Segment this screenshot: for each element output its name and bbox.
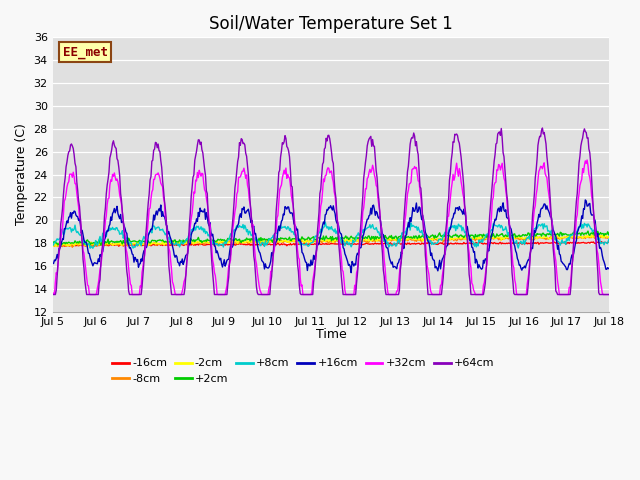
+8cm [223,239,231,244]
-2cm [245,240,253,246]
+2cm [245,236,253,242]
+32cm [583,157,591,163]
+64cm [318,173,326,179]
+32cm [222,288,230,293]
-8cm [223,239,231,245]
+32cm [272,229,280,235]
+2cm [273,237,281,242]
+16cm [244,206,252,212]
+32cm [605,292,613,298]
-8cm [49,241,56,247]
Y-axis label: Temperature (C): Temperature (C) [15,123,28,226]
-2cm [605,233,613,239]
+16cm [49,261,56,266]
-16cm [598,239,605,244]
X-axis label: Time: Time [316,328,346,341]
+2cm [584,228,592,234]
+64cm [605,292,613,298]
Line: +32cm: +32cm [52,160,609,295]
-2cm [49,242,56,248]
-2cm [52,244,60,250]
-16cm [115,243,123,249]
+2cm [575,230,583,236]
+2cm [605,229,613,235]
+64cm [78,239,86,245]
+8cm [273,231,281,237]
+16cm [348,270,355,276]
-16cm [245,240,253,246]
-8cm [575,234,583,240]
+16cm [78,228,86,233]
-2cm [79,241,87,247]
-8cm [245,240,253,245]
-16cm [575,240,583,246]
-8cm [273,238,281,243]
+2cm [49,240,56,246]
Text: EE_met: EE_met [63,46,108,59]
+8cm [405,217,413,223]
+16cm [272,239,280,244]
+32cm [244,186,252,192]
-2cm [588,232,595,238]
+16cm [575,224,583,230]
+64cm [575,160,583,166]
-2cm [319,238,326,243]
Line: -8cm: -8cm [52,235,609,247]
Line: +64cm: +64cm [52,128,609,295]
-8cm [319,239,326,245]
-2cm [273,238,281,244]
+64cm [49,292,56,298]
Line: -2cm: -2cm [52,235,609,247]
-2cm [223,240,231,246]
+32cm [78,237,86,243]
+32cm [574,197,582,203]
-8cm [79,242,87,248]
-8cm [605,235,613,240]
+8cm [245,228,253,234]
Line: -16cm: -16cm [52,241,609,246]
+8cm [576,224,584,229]
+2cm [78,239,86,245]
+2cm [319,237,326,242]
-16cm [605,239,613,245]
Line: +8cm: +8cm [52,220,609,248]
-2cm [575,234,583,240]
-16cm [319,241,326,247]
Line: +16cm: +16cm [52,200,609,273]
+64cm [244,172,252,178]
+2cm [223,237,231,243]
-16cm [273,241,281,247]
+64cm [272,209,280,215]
-16cm [223,241,231,247]
+64cm [539,125,547,131]
+32cm [49,292,56,298]
+8cm [319,226,326,232]
+32cm [318,199,326,205]
Title: Soil/Water Temperature Set 1: Soil/Water Temperature Set 1 [209,15,453,33]
+8cm [605,236,613,241]
-8cm [68,244,76,250]
Line: +2cm: +2cm [52,231,609,245]
+16cm [582,197,589,203]
+16cm [222,261,230,266]
-16cm [49,242,56,248]
Legend: -16cm, -8cm, -2cm, +2cm, +8cm, +16cm, +32cm, +64cm: -16cm, -8cm, -2cm, +2cm, +8cm, +16cm, +3… [108,354,499,388]
+2cm [97,242,105,248]
-16cm [78,243,86,249]
+8cm [49,243,56,249]
+16cm [605,266,613,272]
-8cm [593,232,601,238]
+64cm [222,292,230,298]
+8cm [89,245,97,251]
+8cm [78,238,86,244]
+16cm [318,227,326,233]
